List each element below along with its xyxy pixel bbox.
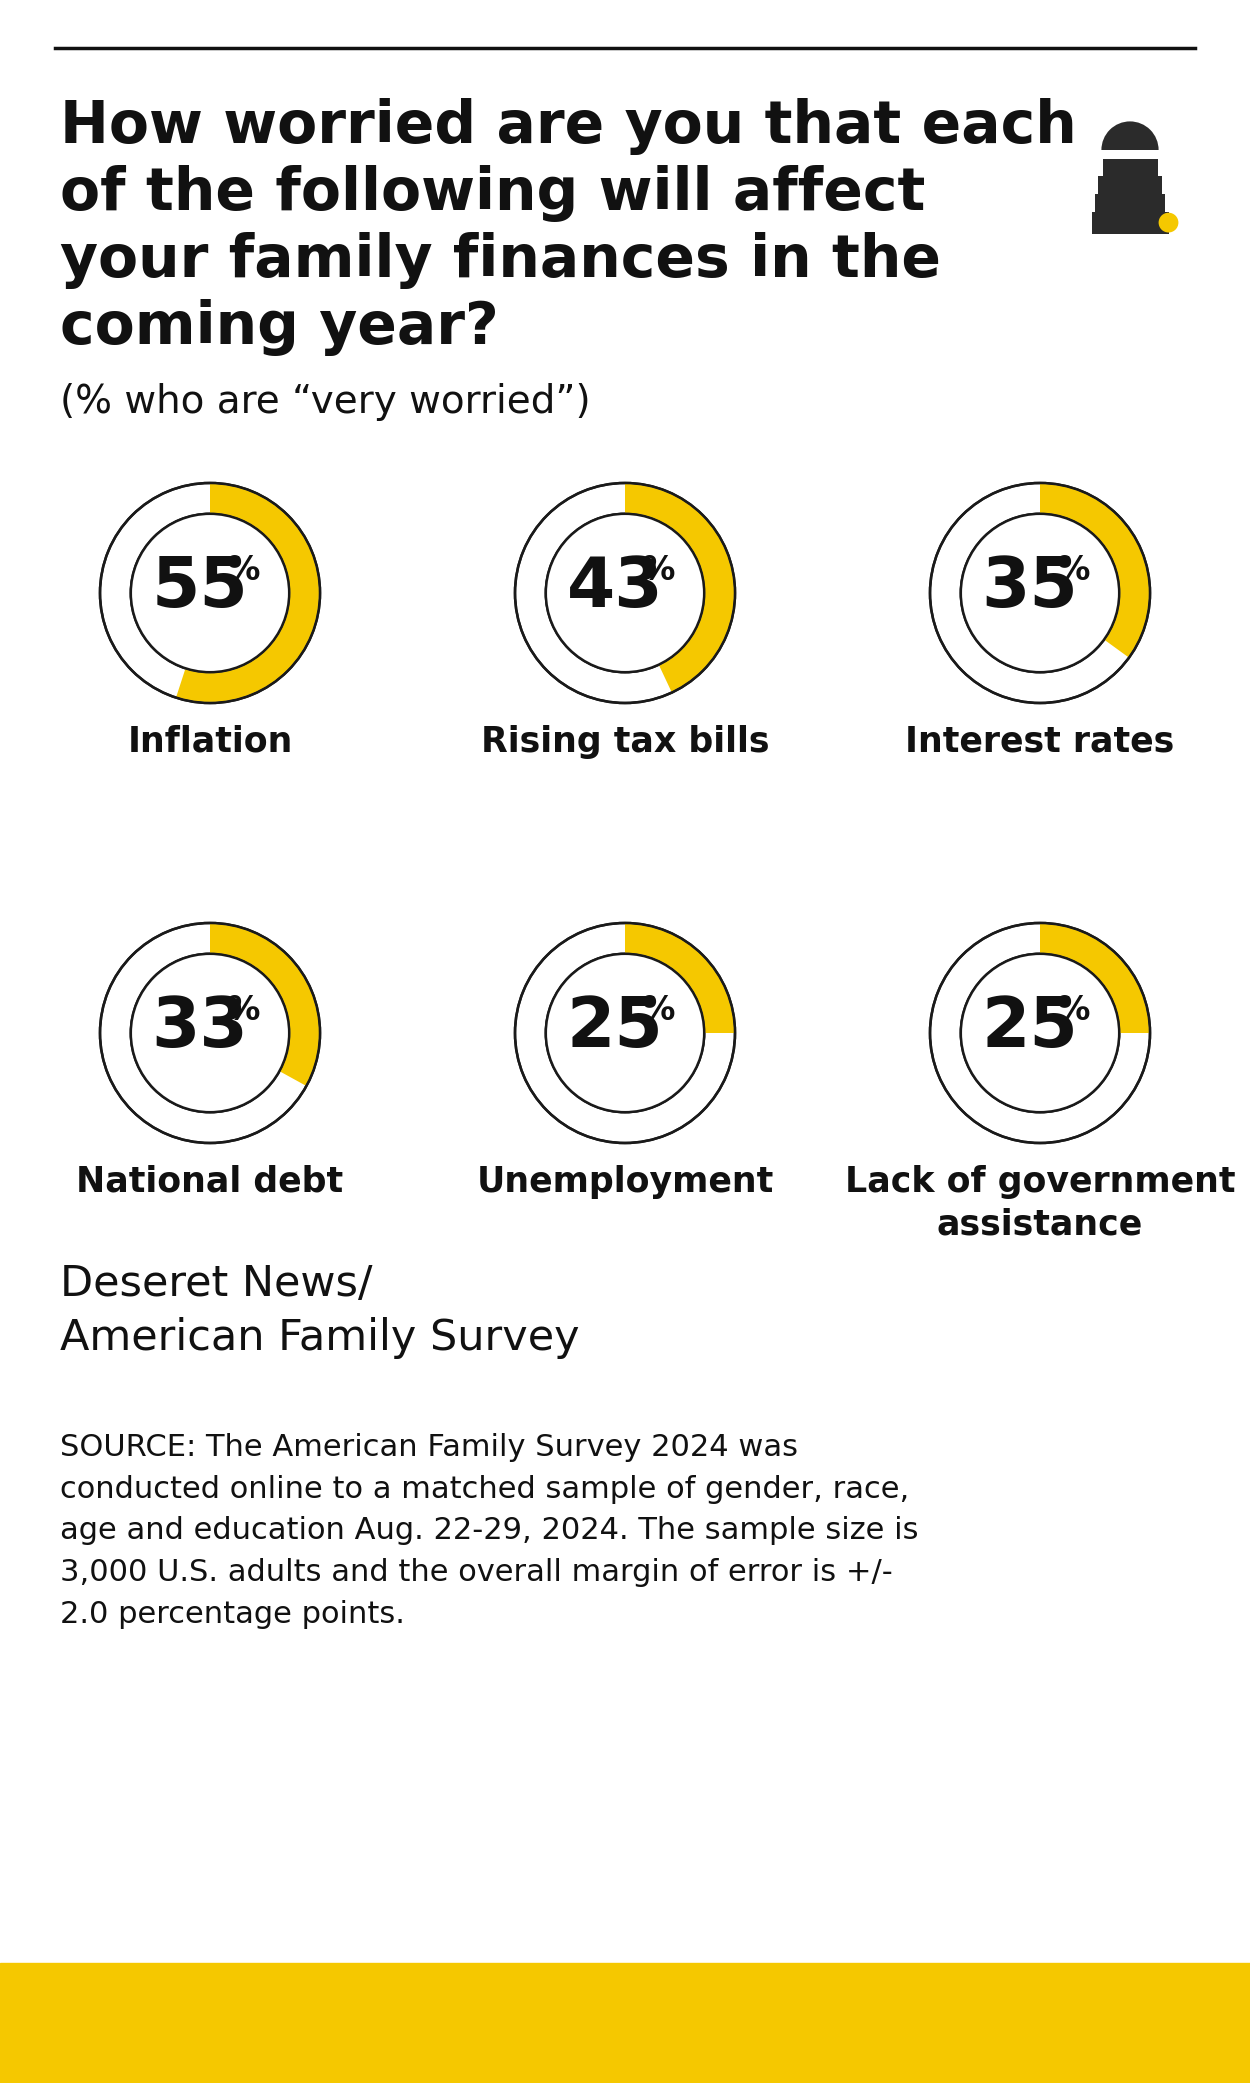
Text: %: %	[1058, 554, 1091, 587]
Wedge shape	[1101, 121, 1159, 150]
Text: SOURCE: The American Family Survey 2024 was
conducted online to a matched sample: SOURCE: The American Family Survey 2024 …	[60, 1433, 919, 1629]
Wedge shape	[930, 483, 1150, 702]
Bar	[1098, 177, 1162, 196]
Circle shape	[546, 515, 704, 673]
Text: 33: 33	[151, 994, 249, 1062]
Wedge shape	[100, 923, 320, 1144]
Text: 25: 25	[566, 994, 664, 1062]
Text: %: %	[642, 554, 676, 587]
Wedge shape	[515, 923, 735, 1144]
Circle shape	[131, 515, 289, 673]
Bar	[0, 1962, 1250, 2083]
Text: Lack of government
assistance: Lack of government assistance	[845, 1164, 1235, 1241]
Text: (% who are “very worried”): (% who are “very worried”)	[60, 383, 591, 421]
Bar	[1091, 212, 1169, 233]
Text: %: %	[1058, 994, 1091, 1027]
Text: Unemployment: Unemployment	[476, 1164, 774, 1200]
Wedge shape	[176, 483, 319, 702]
Circle shape	[961, 954, 1119, 1112]
Text: National debt: National debt	[76, 1164, 344, 1200]
Text: Rising tax bills: Rising tax bills	[481, 725, 769, 758]
Wedge shape	[100, 483, 320, 702]
Text: %: %	[228, 994, 261, 1027]
Text: How worried are you that each
of the following will affect
your family finances : How worried are you that each of the fol…	[60, 98, 1076, 356]
Text: 35: 35	[981, 554, 1079, 621]
Wedge shape	[515, 483, 735, 702]
Wedge shape	[1040, 483, 1149, 656]
Text: %: %	[228, 554, 261, 587]
Wedge shape	[210, 925, 319, 1085]
Text: 25: 25	[981, 994, 1079, 1062]
Text: 43: 43	[566, 554, 664, 621]
Bar	[1102, 158, 1158, 179]
Circle shape	[546, 954, 704, 1112]
Circle shape	[1159, 212, 1179, 233]
Wedge shape	[930, 923, 1150, 1144]
Text: Deseret News/
American Family Survey: Deseret News/ American Family Survey	[60, 1262, 580, 1358]
Text: Interest rates: Interest rates	[905, 725, 1175, 758]
Text: Inflation: Inflation	[127, 725, 292, 758]
Circle shape	[131, 954, 289, 1112]
Circle shape	[961, 515, 1119, 673]
Wedge shape	[625, 925, 734, 1033]
Text: 55: 55	[151, 554, 249, 621]
Wedge shape	[625, 483, 734, 692]
Wedge shape	[1040, 925, 1149, 1033]
Bar	[1095, 194, 1165, 215]
Text: %: %	[642, 994, 676, 1027]
